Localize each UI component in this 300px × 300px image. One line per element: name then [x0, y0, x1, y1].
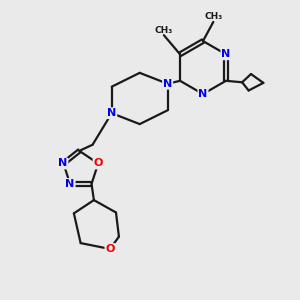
Text: N: N [107, 108, 116, 118]
Text: O: O [105, 244, 115, 254]
Text: N: N [198, 89, 208, 99]
Text: N: N [58, 158, 68, 169]
Text: CH₃: CH₃ [154, 26, 172, 34]
Text: N: N [65, 179, 75, 189]
Text: N: N [163, 79, 172, 89]
Text: O: O [94, 158, 103, 169]
Text: N: N [221, 49, 231, 59]
Text: CH₃: CH₃ [205, 12, 223, 21]
